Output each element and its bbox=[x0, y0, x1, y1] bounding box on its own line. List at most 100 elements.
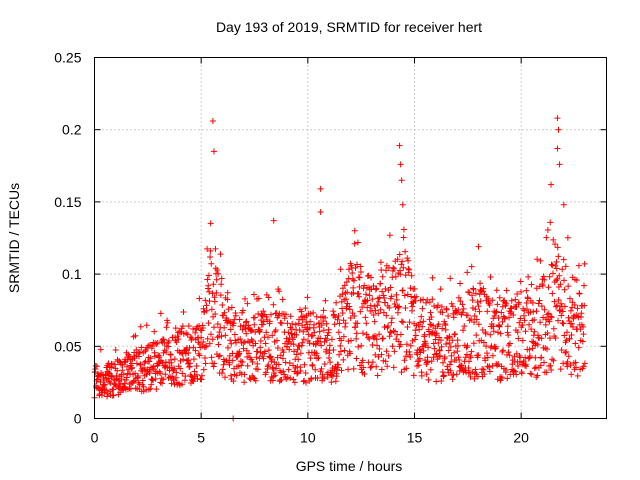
data-point bbox=[334, 316, 341, 323]
data-point bbox=[560, 256, 567, 263]
data-point bbox=[376, 331, 383, 338]
data-point bbox=[326, 342, 333, 349]
data-point bbox=[574, 305, 581, 312]
data-point bbox=[398, 261, 405, 268]
data-point bbox=[536, 297, 543, 304]
data-point bbox=[401, 292, 408, 299]
data-point bbox=[467, 373, 474, 380]
data-point bbox=[517, 278, 524, 285]
data-point bbox=[344, 289, 351, 296]
data-point bbox=[400, 234, 407, 241]
data-point bbox=[157, 379, 164, 386]
data-point bbox=[282, 359, 289, 366]
data-point bbox=[171, 356, 178, 363]
data-point bbox=[396, 303, 403, 310]
data-point bbox=[180, 309, 187, 316]
data-point bbox=[567, 307, 574, 314]
data-point bbox=[291, 379, 298, 386]
data-point bbox=[260, 355, 267, 362]
data-point bbox=[107, 380, 114, 387]
data-point bbox=[537, 362, 544, 369]
data-point bbox=[404, 324, 411, 331]
y-tick-label: 0.15 bbox=[54, 194, 81, 210]
data-point bbox=[177, 357, 184, 364]
data-point bbox=[449, 303, 456, 310]
data-point bbox=[367, 302, 374, 309]
data-point bbox=[495, 314, 502, 321]
data-point bbox=[500, 347, 507, 354]
data-point bbox=[175, 336, 182, 343]
data-point bbox=[561, 286, 568, 293]
data-point bbox=[97, 346, 104, 353]
data-point bbox=[538, 303, 545, 310]
data-point bbox=[179, 323, 186, 330]
data-point bbox=[465, 288, 472, 295]
data-point bbox=[385, 323, 392, 330]
data-point bbox=[530, 308, 537, 315]
data-point bbox=[165, 343, 172, 350]
data-point bbox=[185, 357, 192, 364]
data-point bbox=[546, 273, 553, 280]
data-point bbox=[203, 342, 210, 349]
data-point bbox=[428, 358, 435, 365]
data-point bbox=[467, 354, 474, 361]
data-point bbox=[554, 275, 561, 282]
data-point bbox=[270, 301, 277, 308]
data-point bbox=[152, 375, 159, 382]
data-point bbox=[333, 299, 340, 306]
data-point bbox=[516, 352, 523, 359]
data-point bbox=[384, 363, 391, 370]
data-point bbox=[416, 355, 423, 362]
data-point bbox=[156, 352, 163, 359]
data-point bbox=[544, 311, 551, 318]
data-point bbox=[350, 284, 357, 291]
data-point bbox=[550, 236, 557, 243]
data-point bbox=[557, 281, 564, 288]
data-point bbox=[215, 270, 222, 277]
data-point bbox=[555, 283, 562, 290]
data-point bbox=[488, 343, 495, 350]
data-point bbox=[225, 344, 232, 351]
data-point bbox=[371, 318, 378, 325]
data-point bbox=[317, 209, 324, 216]
data-point bbox=[318, 322, 325, 329]
data-point bbox=[476, 308, 483, 315]
data-point bbox=[180, 356, 187, 363]
data-point bbox=[398, 318, 405, 325]
data-point bbox=[354, 261, 361, 268]
data-point bbox=[270, 217, 277, 224]
data-point bbox=[341, 347, 348, 354]
data-point bbox=[164, 317, 171, 324]
data-point bbox=[307, 355, 314, 362]
data-point bbox=[521, 362, 528, 369]
data-point bbox=[397, 331, 404, 338]
data-point bbox=[105, 375, 112, 382]
data-point bbox=[541, 306, 548, 313]
data-point bbox=[265, 347, 272, 354]
data-point bbox=[394, 256, 401, 263]
data-point bbox=[429, 296, 436, 303]
data-point bbox=[342, 296, 349, 303]
data-point bbox=[265, 294, 272, 301]
data-point bbox=[398, 177, 405, 184]
data-point bbox=[283, 375, 290, 382]
data-point bbox=[141, 359, 148, 366]
data-point bbox=[186, 364, 193, 371]
data-point bbox=[255, 295, 262, 302]
data-point bbox=[437, 286, 444, 293]
data-point bbox=[452, 309, 459, 316]
data-point bbox=[499, 348, 506, 355]
data-point bbox=[446, 334, 453, 341]
data-point bbox=[283, 335, 290, 342]
data-point bbox=[417, 319, 424, 326]
data-point bbox=[520, 312, 527, 319]
data-point bbox=[549, 270, 556, 277]
data-point bbox=[479, 366, 486, 373]
data-point bbox=[477, 298, 484, 305]
data-point bbox=[315, 354, 322, 361]
data-point bbox=[95, 373, 102, 380]
data-point bbox=[571, 302, 578, 309]
data-point bbox=[537, 319, 544, 326]
data-point bbox=[262, 369, 269, 376]
